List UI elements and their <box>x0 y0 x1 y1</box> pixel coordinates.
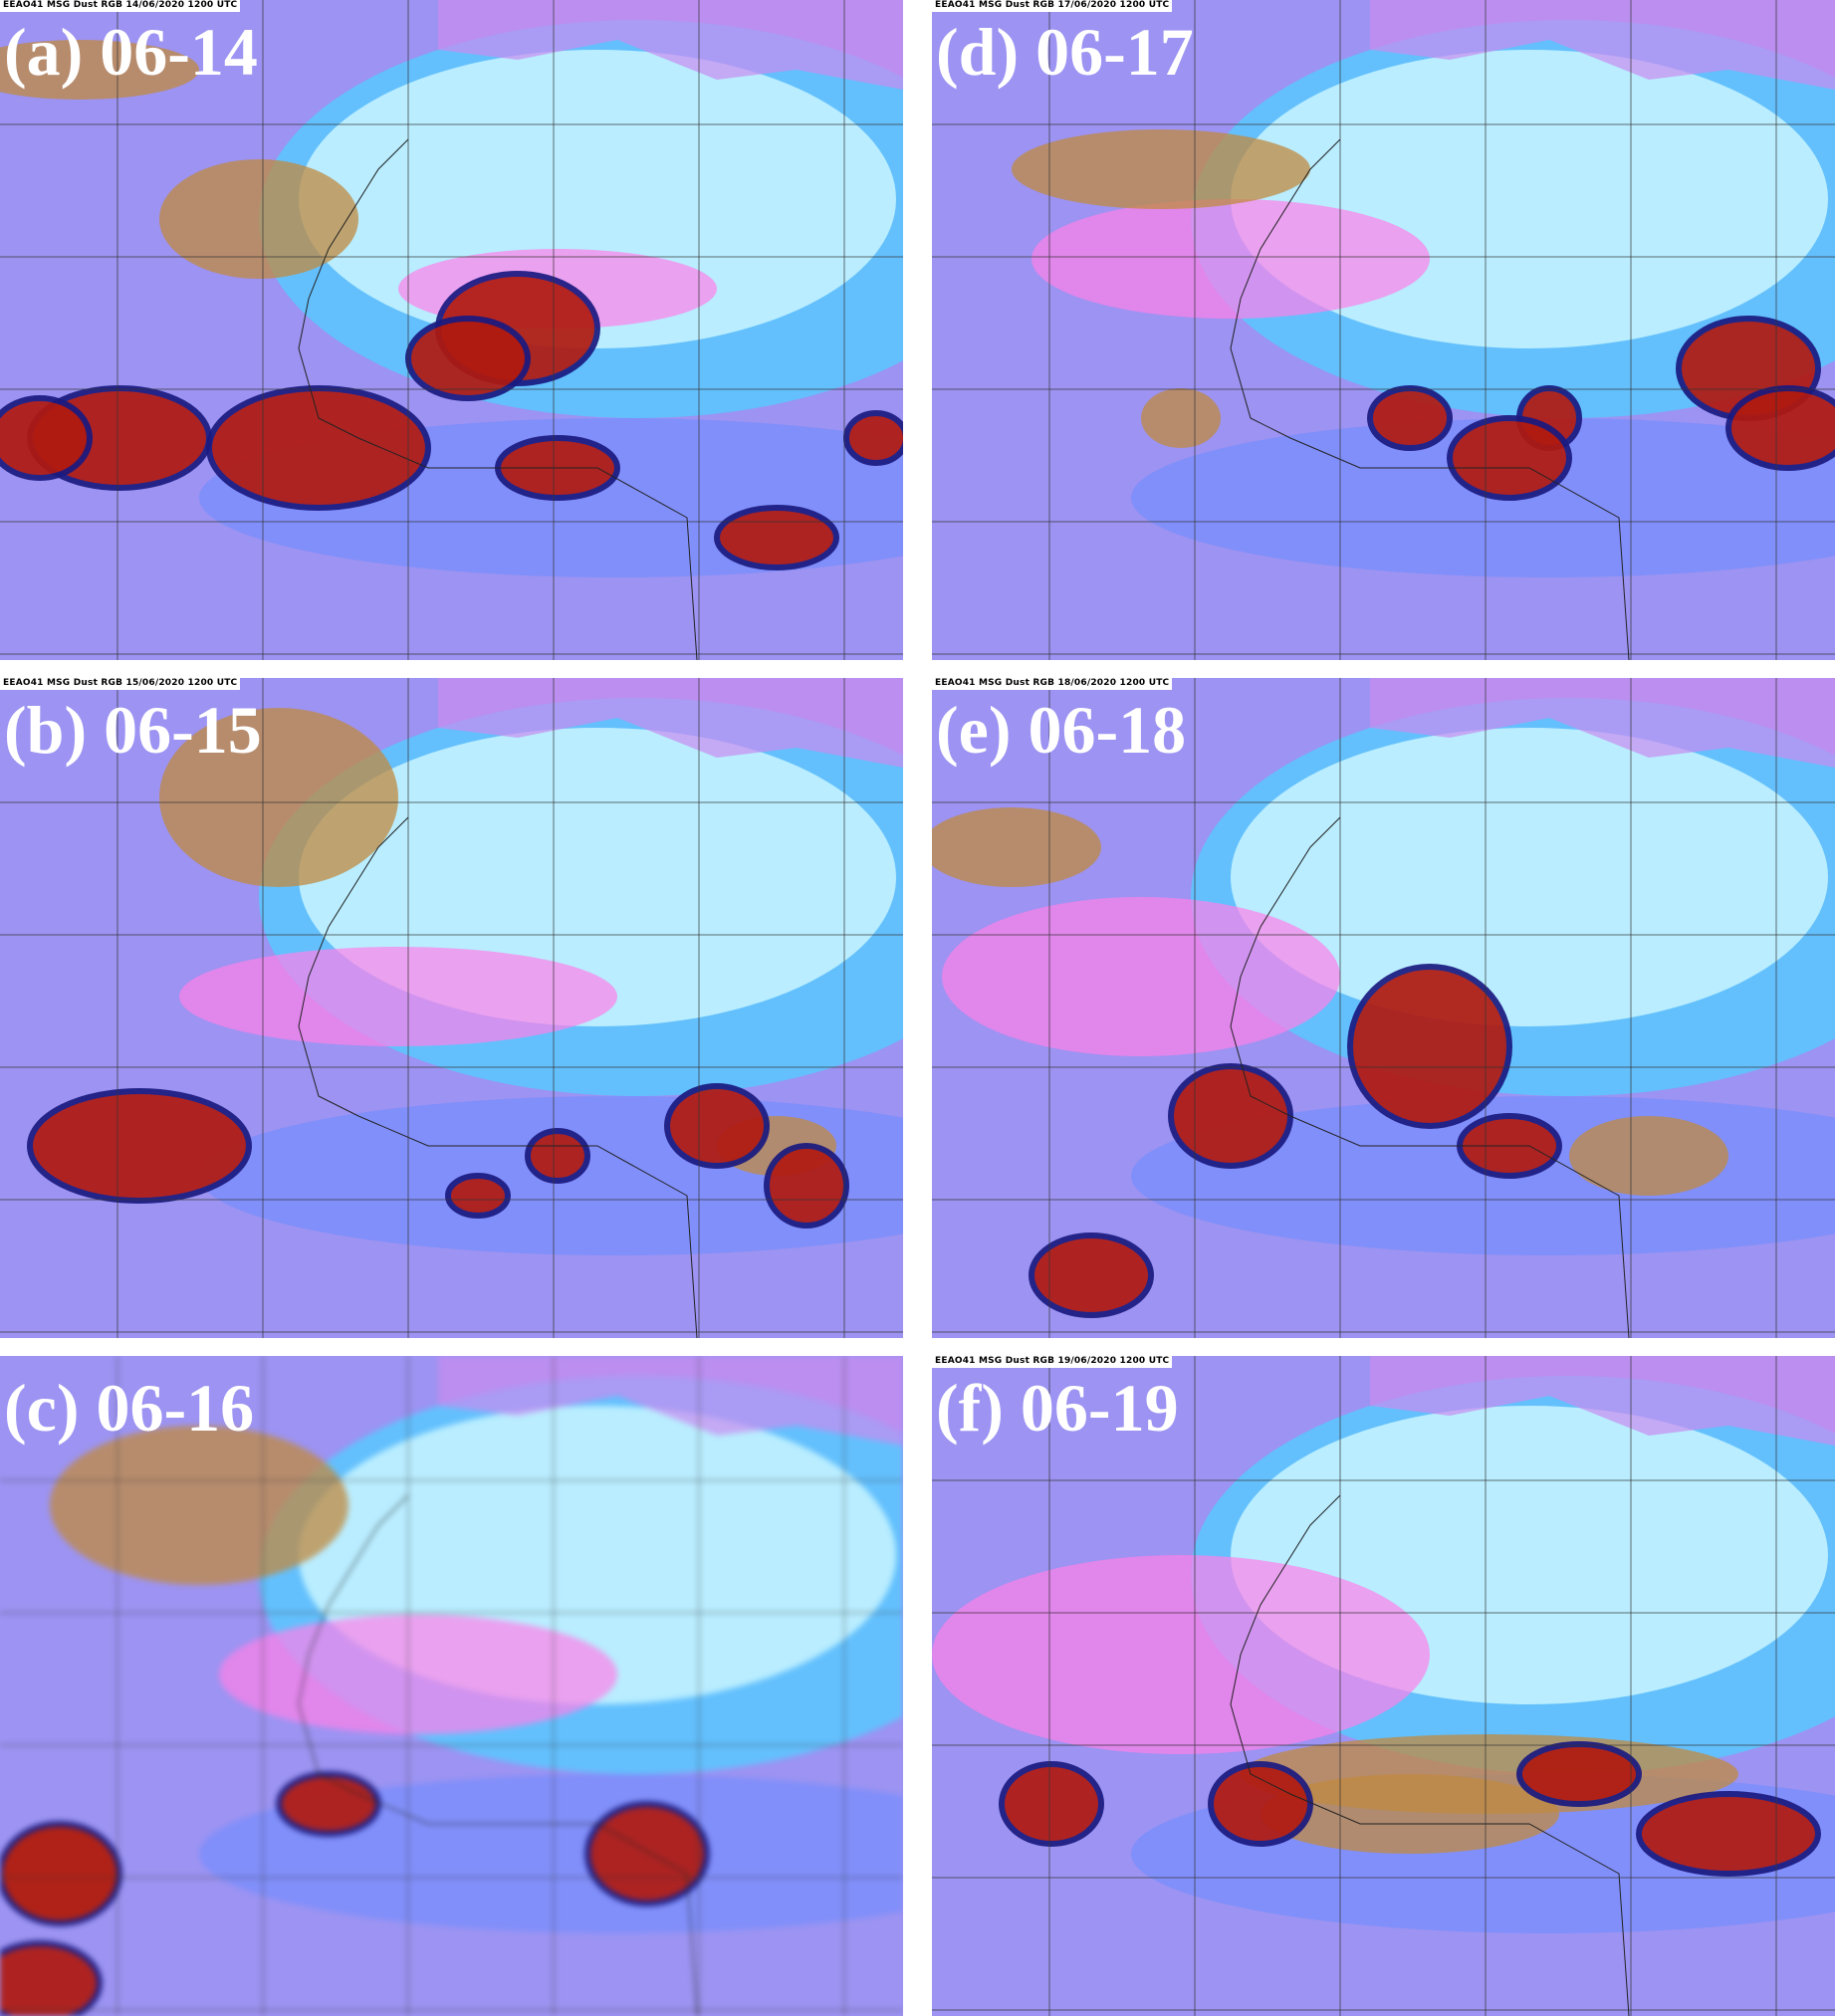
cloud-band <box>1131 418 1835 577</box>
image-header: EEAO41 MSG Dust RGB 17/06/2020 1200 UTC <box>932 0 1173 12</box>
convective-cloud <box>27 1088 252 1204</box>
convective-cloud <box>1516 1741 1642 1807</box>
panel-a: EEAO41 MSG Dust RGB 14/06/2020 1200 UTC … <box>0 0 903 660</box>
convective-cloud <box>0 1940 103 2016</box>
panel-e: EEAO41 MSG Dust RGB 18/06/2020 1200 UTC … <box>932 678 1835 1338</box>
convective-cloud <box>525 1128 590 1184</box>
mid-level-cloud <box>1569 1116 1728 1196</box>
convective-cloud <box>664 1083 770 1169</box>
coastline <box>298 1494 698 2016</box>
coastline <box>1230 138 1630 660</box>
convective-cloud <box>405 316 531 401</box>
convective-cloud <box>0 1821 122 1926</box>
mid-level-cloud <box>932 807 1101 887</box>
image-header: EEAO41 MSG Dust RGB 18/06/2020 1200 UTC <box>932 678 1173 690</box>
panel-label: (c) 06-16 <box>4 1370 255 1446</box>
panel-f: EEAO41 MSG Dust RGB 19/06/2020 1200 UTC … <box>932 1356 1835 2016</box>
convective-cloud <box>276 1771 381 1837</box>
mid-level-cloud <box>1261 1774 1559 1854</box>
dust-plume <box>1032 199 1430 319</box>
panel-label: (e) 06-18 <box>936 692 1187 768</box>
coastline <box>298 138 698 660</box>
convective-cloud <box>445 1173 511 1219</box>
mediterranean-sea <box>438 678 903 768</box>
panel-label: (d) 06-17 <box>936 14 1194 90</box>
convective-cloud <box>206 385 431 511</box>
dust-plume <box>219 1615 617 1734</box>
convective-cloud <box>1029 1232 1154 1318</box>
image-header: EEAO41 MSG Dust RGB 19/06/2020 1200 UTC <box>932 1356 1173 1368</box>
convective-cloud <box>843 410 903 466</box>
mid-level-cloud <box>0 40 199 100</box>
coastline <box>1230 816 1630 1338</box>
convective-cloud <box>1367 385 1453 451</box>
convective-cloud <box>764 1143 849 1229</box>
mid-level-cloud <box>1012 129 1310 209</box>
mediterranean-sea <box>1370 678 1835 768</box>
image-header: EEAO41 MSG Dust RGB 15/06/2020 1200 UTC <box>0 678 241 690</box>
coastline <box>1230 1494 1630 2016</box>
panel-label: (b) 06-15 <box>4 692 262 768</box>
mediterranean-sea <box>438 0 903 90</box>
panel-c: (c) 06-16 <box>0 1356 903 2016</box>
satellite-image <box>0 1356 903 2016</box>
mid-level-cloud <box>1141 388 1221 448</box>
mid-level-cloud <box>50 1426 348 1585</box>
convective-cloud <box>714 505 839 570</box>
coastline <box>298 816 698 1338</box>
mediterranean-sea <box>438 1356 903 1446</box>
satellite-image <box>932 1356 1835 2016</box>
convective-cloud <box>584 1801 710 1906</box>
satellite-image <box>932 678 1835 1338</box>
satellite-image <box>0 0 903 660</box>
panel-b: EEAO41 MSG Dust RGB 15/06/2020 1200 UTC … <box>0 678 903 1338</box>
panel-label: (f) 06-19 <box>936 1370 1179 1446</box>
convective-cloud <box>1347 964 1512 1129</box>
panel-label: (a) 06-14 <box>4 14 258 90</box>
convective-cloud <box>1725 385 1835 471</box>
convective-cloud <box>1447 415 1572 501</box>
dust-plume <box>932 1555 1430 1754</box>
mid-level-cloud <box>159 708 398 887</box>
satellite-image <box>0 678 903 1338</box>
convective-cloud <box>0 395 93 481</box>
dust-plume <box>942 897 1340 1056</box>
mediterranean-sea <box>1370 0 1835 90</box>
satellite-image <box>932 0 1835 660</box>
convective-cloud <box>999 1761 1104 1847</box>
panel-d: EEAO41 MSG Dust RGB 17/06/2020 1200 UTC … <box>932 0 1835 660</box>
image-header: EEAO41 MSG Dust RGB 14/06/2020 1200 UTC <box>0 0 241 12</box>
convective-cloud <box>1636 1791 1821 1877</box>
convective-cloud <box>1208 1761 1313 1847</box>
convective-cloud <box>1168 1063 1293 1169</box>
mediterranean-sea <box>1370 1356 1835 1446</box>
dust-plume <box>179 947 617 1046</box>
mid-level-cloud <box>159 159 358 279</box>
